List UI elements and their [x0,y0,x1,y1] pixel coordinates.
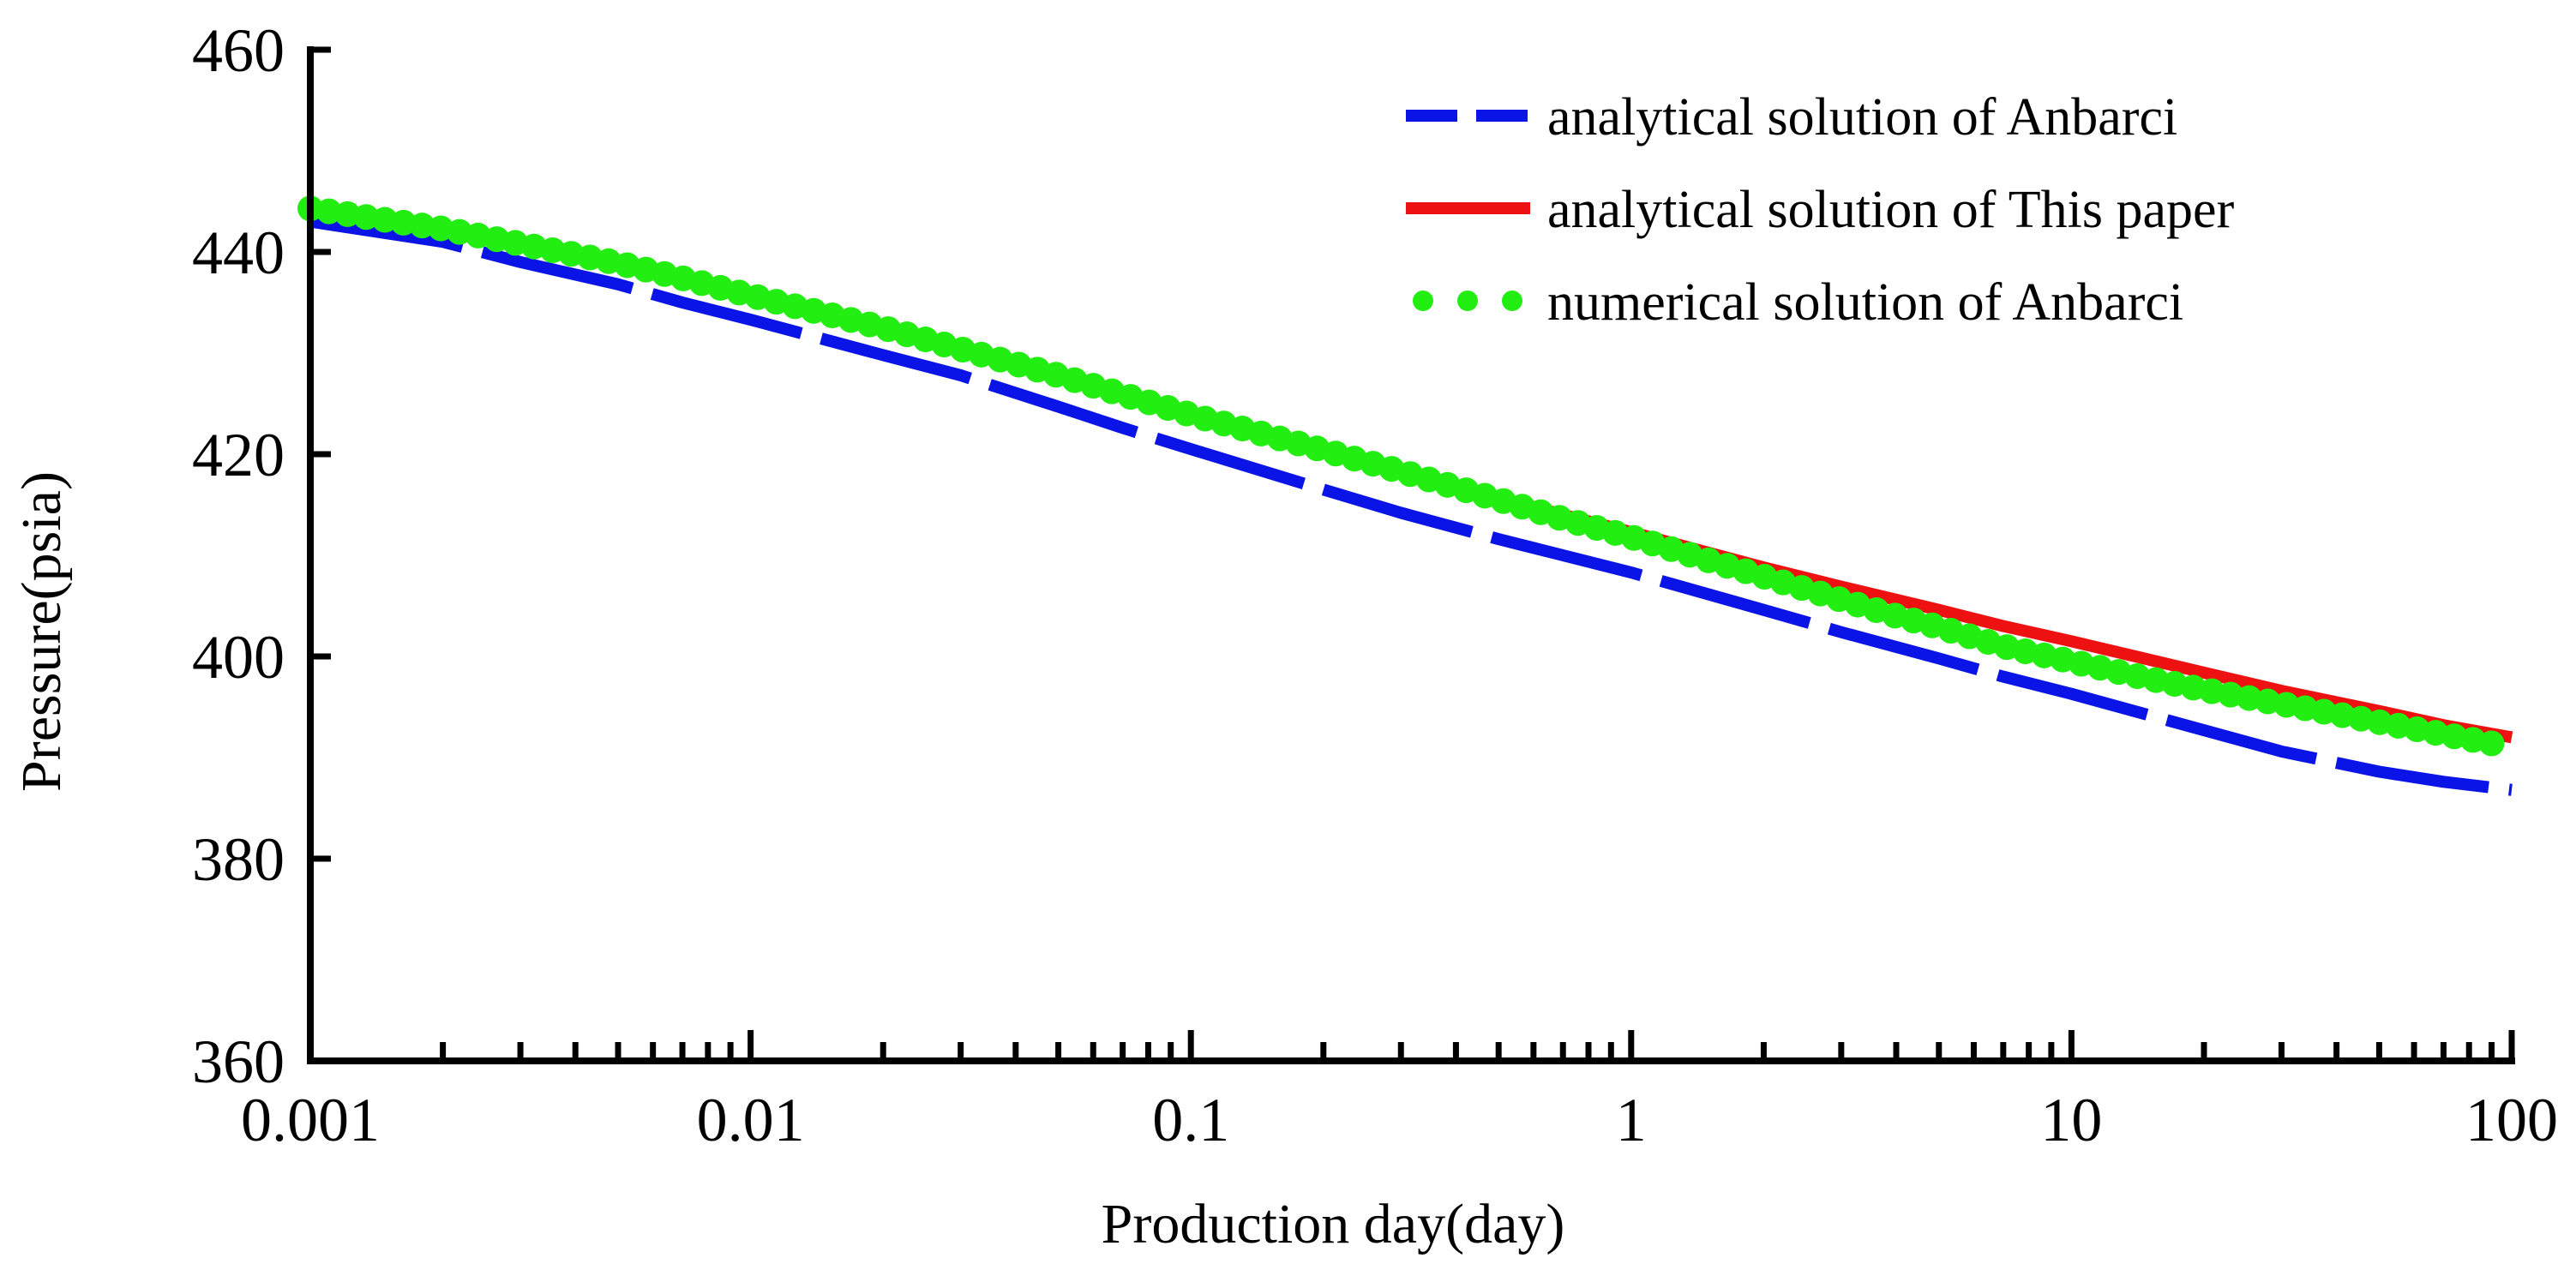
legend: analytical solution of Anbarci analytica… [1406,88,2235,332]
y-axis-title: Pressure(psia) [10,471,73,792]
y-tick-label: 400 [192,623,285,692]
legend-marker [1457,291,1478,311]
y-tick-label: 420 [192,421,285,489]
series-markers-anbarci-numerical [297,195,2505,757]
x-tick-label: 10 [2040,1086,2102,1154]
legend-marker [1413,291,1433,311]
legend-label-this-paper: analytical solution of This paper [1547,181,2235,239]
series-line-anbarci-analytical [309,215,2513,796]
x-tick-label: 100 [2465,1086,2558,1154]
y-tick-label: 360 [192,1027,285,1096]
legend-label-anbarci-numerical: numerical solution of Anbarci [1547,273,2183,332]
legend-swatch-anbarci-numerical [1413,291,1522,311]
tick-labels: 360 380 400 420 440 460 0.001 0.01 0.1 1 10 100 [192,16,2558,1154]
y-tick-label: 440 [192,219,285,287]
y-tick-label: 460 [192,16,285,85]
x-tick-label: 1 [1616,1086,1647,1154]
legend-marker [1502,291,1522,311]
x-tick-label: 0.01 [697,1086,805,1154]
axes [307,46,2515,1064]
x-axis-title: Production day(day) [1102,1193,1565,1255]
y-tick-label: 380 [192,825,285,894]
x-tick-label: 0.1 [1152,1086,1229,1154]
data-point [2478,730,2505,757]
x-tick-label: 0.001 [241,1086,380,1154]
legend-label-anbarci-analytical: analytical solution of Anbarci [1547,88,2177,147]
series-layer [297,195,2513,796]
